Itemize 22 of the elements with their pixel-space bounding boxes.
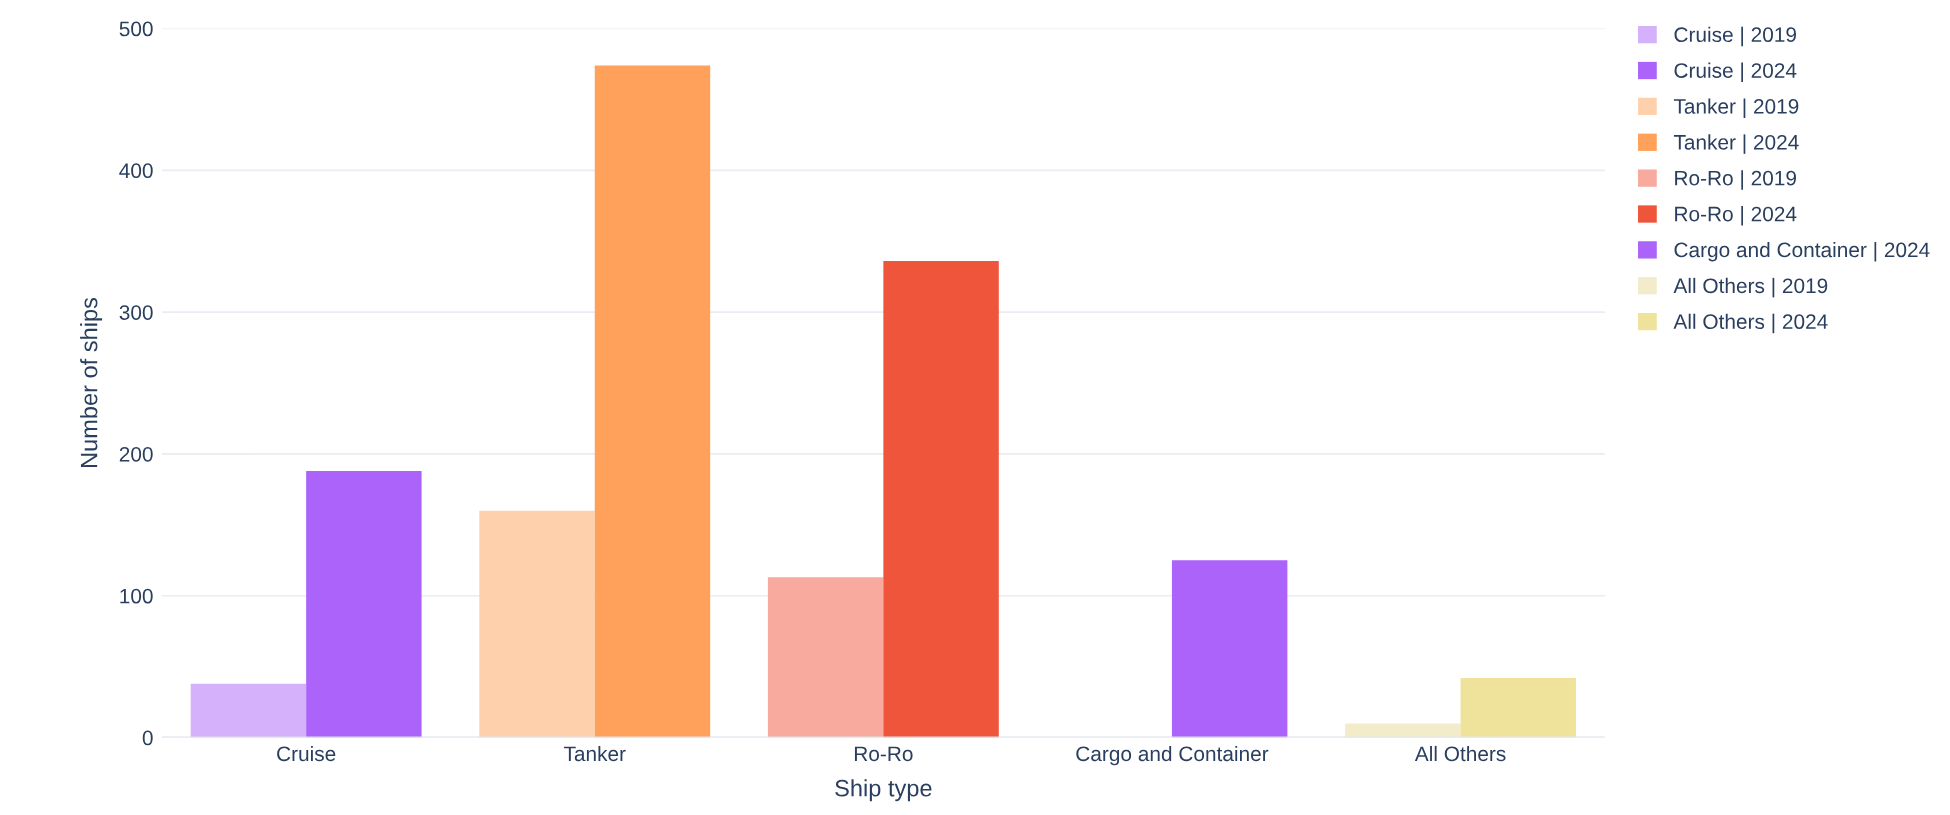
legend-label: Ro-Ro | 2019 xyxy=(1675,170,1796,190)
x-tick-label: Cruise xyxy=(277,745,336,762)
legend-label: Cruise | 2024 xyxy=(1674,62,1797,83)
x-tick-label: Ro-Ro xyxy=(854,746,913,762)
y-tick-label: 500 xyxy=(119,21,153,37)
y-tick-label: 200 xyxy=(119,446,153,462)
legend-label: Tanker | 2019 xyxy=(1673,98,1799,118)
x-tick-label: Cargo and Container xyxy=(1076,745,1269,766)
legend-label: All Others | 2019 xyxy=(1673,277,1828,298)
legend-label: All Others | 2024 xyxy=(1673,313,1828,334)
x-axis-title: Ship type xyxy=(835,779,932,802)
y-tick-label: 300 xyxy=(119,305,153,320)
x-tick-label: All Others xyxy=(1414,745,1506,762)
legend-label: Cargo and Container | 2024 xyxy=(1674,241,1930,262)
y-tick-label: 100 xyxy=(120,588,153,604)
y-axis-title: Number of ships xyxy=(80,297,103,468)
legend-label: Tanker | 2024 xyxy=(1673,134,1799,154)
legend-label: Ro-Ro | 2024 xyxy=(1675,206,1797,226)
y-tick-label: 0 xyxy=(142,730,153,746)
y-tick-label: 400 xyxy=(119,163,153,179)
legend-label: Cruise | 2019 xyxy=(1674,26,1796,47)
x-tick-label: Tanker xyxy=(563,745,626,762)
